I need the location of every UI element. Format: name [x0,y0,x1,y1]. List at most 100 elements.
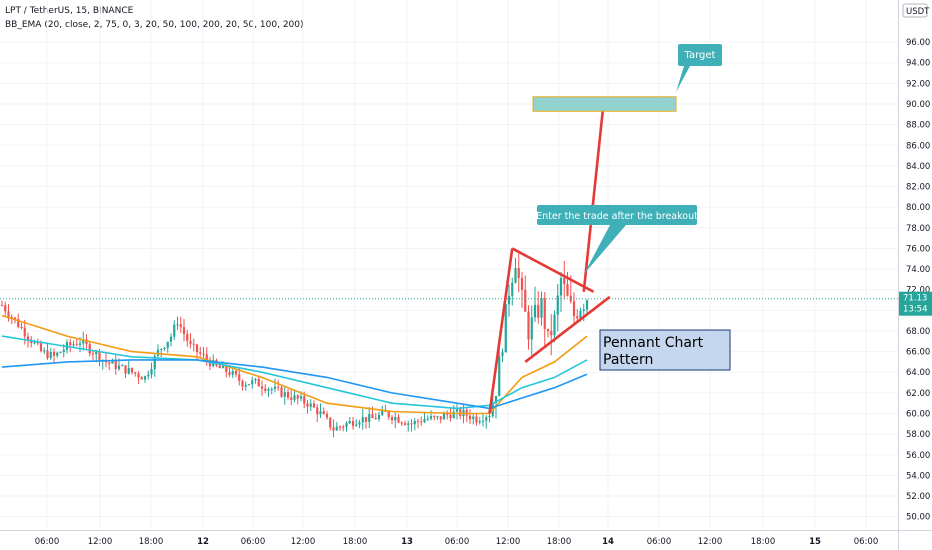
ema-line-1 [1,335,588,410]
candle-body [563,278,566,285]
candle-body [501,352,504,357]
candle-body [423,419,426,423]
candle-body [543,298,546,329]
candle-body [332,427,335,431]
candle-body [468,415,472,420]
ema-line-0 [1,314,588,415]
candle-body [338,426,342,428]
candle-body [439,416,442,420]
candle-body [361,417,364,423]
candle-body [43,350,46,352]
candle-body [377,414,381,420]
y-tick-label: 88.00 [906,121,930,131]
y-tick-label: 66.00 [906,348,930,358]
candle-body [546,328,550,332]
x-tick-label: 12:00 [496,537,521,547]
candle-body [426,418,429,420]
candle-body [400,422,403,424]
currency-badge [902,3,928,18]
y-tick-label: 74.00 [906,265,930,275]
candle-body [238,374,241,381]
candle-body [433,416,436,418]
candle-body [579,311,582,319]
candle-body [394,417,397,421]
countdown-label: 13:54 [903,305,928,315]
candle-body [348,421,351,424]
candle-body [420,421,423,423]
candle-body [62,349,65,353]
candle-body [316,407,319,415]
candle-body [550,331,553,336]
candle-body [163,347,166,350]
candle-body [82,339,85,344]
candle-body [290,397,293,400]
candle-body [218,365,221,369]
candle-body [176,324,179,326]
candle-body [234,371,238,375]
y-tick-label: 90.00 [906,100,930,110]
candle-body [147,374,150,377]
candle-body [17,319,20,327]
candle-body [0,305,4,307]
candle-body [335,426,338,431]
candle-body [387,411,390,418]
y-tick-label: 62.00 [906,389,930,399]
candle-body [173,324,176,337]
candle-body [556,295,559,315]
candle-body [582,309,585,312]
y-tick-label: 78.00 [906,224,930,234]
y-tick-label: 84.00 [906,162,930,172]
candle-body [293,395,296,400]
symbol-line[interactable]: LPT / TetherUS, 15, BINANCE [5,6,134,16]
candle-body [368,414,371,422]
y-tick-label: 94.00 [906,59,930,69]
candle-body [192,343,195,345]
candle-body [452,411,455,419]
candle-body [137,373,140,378]
candle-body [296,395,299,399]
y-tick-label: 82.00 [906,183,930,193]
candle-body [69,342,72,346]
candle-body [514,268,517,283]
candle-body [283,392,286,397]
candle-body [114,360,117,370]
x-tick-label: 14 [602,537,614,547]
candle-body [182,327,186,334]
last-price-label: 71.13 [903,294,927,304]
candle-body [488,415,491,418]
candle-body [299,396,303,399]
candle-body [251,380,254,385]
x-tick-label: 06:00 [854,537,879,547]
y-tick-label: 68.00 [906,327,930,337]
target-callout-bubble [676,44,722,92]
x-tick-label: 06:00 [445,537,470,547]
pattern-label-box [599,329,731,371]
candle-body [478,421,481,423]
candle-body [277,386,280,388]
candle-body [166,341,169,348]
flagpole-line [488,248,514,414]
candle-body [507,295,511,305]
y-tick-label: 96.00 [906,38,930,48]
candle-body [436,416,439,418]
candle-body [465,409,468,416]
x-tick-label: 18:00 [751,537,776,547]
candle-body [244,384,247,387]
candle-body [150,369,153,375]
x-tick-label: 15 [809,537,821,547]
candle-body [566,284,569,296]
candle-body [91,353,95,355]
candle-body [576,316,579,319]
indicator-line[interactable]: BB_EMA (20, close, 2, 75, 0, 3, 20, 50, … [5,20,304,30]
candle-body [351,421,355,426]
x-tick-label: 12:00 [698,537,723,547]
x-tick-label: 12:00 [291,537,316,547]
candle-body [572,301,576,317]
candle-body [78,343,82,346]
candle-body [20,326,23,328]
candle-body [228,371,231,375]
candle-body [280,387,283,397]
candle-body [36,342,39,344]
candle-body [498,356,501,397]
